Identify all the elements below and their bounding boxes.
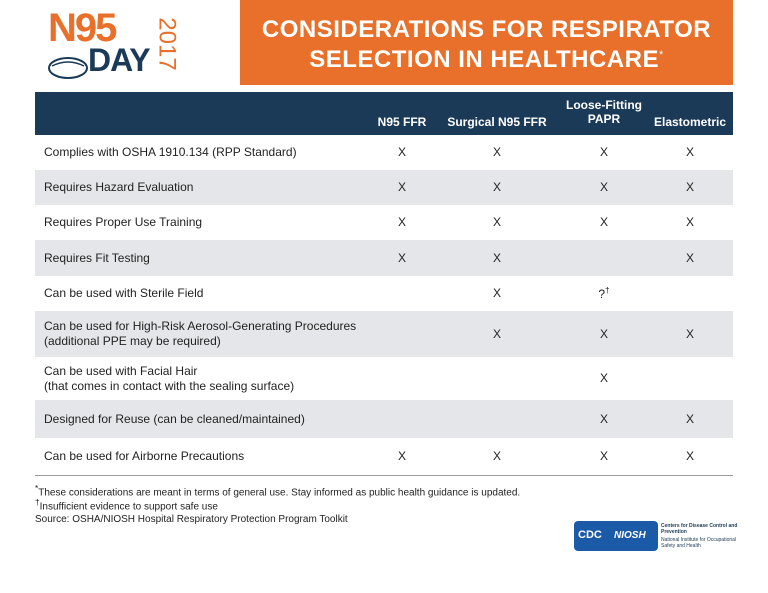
cell: X (492, 180, 501, 194)
source: Source: OSHA/NIOSH Hospital Respiratory … (35, 514, 348, 525)
cell-mark: † (605, 286, 610, 295)
cell: X (599, 215, 608, 229)
cell: X (492, 449, 501, 463)
logo-top: N95 (48, 6, 117, 50)
agency: Centers for Disease Control and Preventi… (661, 523, 738, 535)
cell: X (492, 326, 501, 341)
table-row: Requires Hazard Evaluation X X X X (35, 170, 733, 205)
table-row: Can be used for Airborne Precautions X X X X (35, 438, 733, 475)
table-row: Can be used with Facial Hair (that comes … (35, 357, 733, 400)
cell: X (397, 180, 406, 194)
footnote-mark: * (35, 483, 39, 493)
cell: X (685, 215, 694, 229)
row-label: (additional PPE may be required) (44, 334, 221, 348)
cell: X (492, 215, 501, 229)
institute: National Institute for Occupational Safe… (661, 537, 737, 549)
cell: X (397, 145, 406, 159)
cell: X (599, 180, 608, 194)
footnote: †Insufficient evidence to support safe u… (35, 497, 218, 512)
table-row: Designed for Reuse (can be cleaned/maint… (35, 400, 733, 438)
row-label: Can be used for Airborne Precautions (44, 449, 245, 463)
table-row: Can be used with Sterile Field X ?† (35, 276, 733, 311)
cell: X (599, 371, 608, 385)
row-label: Requires Hazard Evaluation (44, 180, 194, 194)
footnote-text: Insufficient evidence to support safe us… (39, 501, 218, 513)
logo-year: 2017 (153, 17, 181, 71)
column-header: Loose-Fitting PAPR (566, 98, 642, 126)
row-label: (that comes in contact with the sealing … (44, 378, 295, 393)
table-row: Requires Proper Use Training X X X X (35, 205, 733, 240)
footnote-mark: † (35, 497, 40, 507)
niosh-badge: NIOSH (614, 530, 646, 541)
header-band (240, 0, 733, 85)
cell: X (492, 145, 501, 159)
cell: X (397, 215, 406, 229)
mask-icon (48, 57, 88, 79)
row-label: Complies with OSHA 1910.134 (RPP Standar… (44, 145, 297, 159)
row-label: Can be used with Facial Hair (44, 363, 198, 378)
cell: X (599, 411, 608, 426)
table-row: Can be used for High-Risk Aerosol-Genera… (35, 311, 733, 357)
cell: X (397, 250, 406, 265)
cell: X (599, 145, 608, 159)
cell: ?† (584, 286, 624, 301)
title-mark: * (658, 49, 664, 61)
title-line: SELECTION IN HEALTHCARE* (240, 46, 733, 74)
table-bottom-rule (35, 475, 733, 476)
row-label: Can be used with Sterile Field (44, 286, 204, 300)
cell: X (492, 286, 501, 300)
cell: X (685, 250, 694, 265)
column-header: Elastometric (653, 115, 727, 129)
table-row: Complies with OSHA 1910.134 (RPP Standar… (35, 135, 733, 170)
logo-bottom: DAY (88, 42, 151, 78)
column-header: Surgical N95 FFR (447, 115, 547, 129)
cell: X (685, 326, 694, 341)
cell: X (599, 326, 608, 341)
cdc-logo: CDC NIOSH (574, 521, 658, 551)
row-label: Designed for Reuse (can be cleaned/maint… (44, 411, 305, 426)
cell-text: ? (598, 287, 606, 301)
title-text: SELECTION IN HEALTHCARE (309, 46, 659, 73)
column-header: N95 FFR (377, 115, 427, 129)
cell: X (492, 250, 501, 265)
cell: X (685, 180, 694, 194)
row-label: Can be used for High-Risk Aerosol-Genera… (44, 319, 357, 333)
footnote-text: These considerations are meant in terms … (38, 487, 521, 499)
row-label: Requires Fit Testing (44, 250, 150, 265)
cell: X (685, 449, 694, 463)
footnote: *These considerations are meant in terms… (35, 483, 520, 498)
cell: X (397, 449, 406, 463)
cell: X (685, 411, 694, 426)
table-row: Requires Fit Testing X X X (35, 240, 733, 276)
row-label: Requires Proper Use Training (44, 215, 203, 229)
title-line: CONSIDERATIONS FOR RESPIRATOR (261, 16, 712, 43)
cdc-badge: CDC (578, 529, 602, 541)
table-header (35, 92, 733, 135)
cell: X (599, 449, 608, 463)
cell: X (685, 145, 694, 159)
